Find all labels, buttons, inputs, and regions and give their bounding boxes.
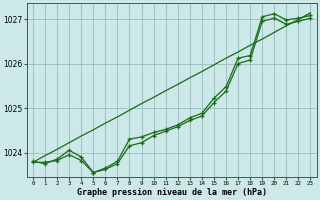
- X-axis label: Graphe pression niveau de la mer (hPa): Graphe pression niveau de la mer (hPa): [77, 188, 267, 197]
